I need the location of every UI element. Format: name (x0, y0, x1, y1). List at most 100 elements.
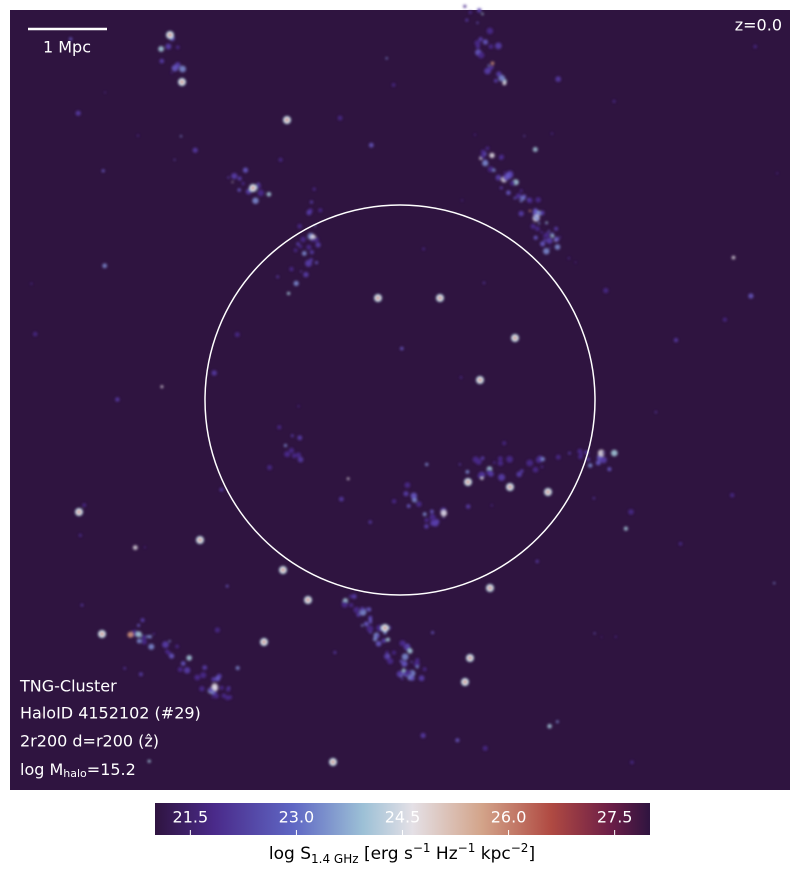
emission-blob (257, 189, 265, 197)
emission-blob (312, 187, 316, 191)
emission-blob (528, 209, 532, 212)
emission-blob (148, 643, 155, 650)
emission-blob (385, 650, 389, 654)
emission-blob (540, 465, 544, 469)
emission-blob (136, 638, 142, 644)
emission-blob (586, 457, 591, 462)
emission-blob (442, 516, 445, 519)
compact-core (383, 626, 387, 630)
emission-blob (495, 174, 502, 181)
emission-blob (533, 235, 538, 240)
emission-blob (600, 636, 603, 638)
compact-core (468, 656, 472, 660)
emission-blob (123, 667, 126, 670)
compact-core (251, 186, 255, 190)
emission-blob (401, 660, 408, 667)
emission-blob (147, 759, 151, 763)
emission-blob (520, 469, 524, 473)
emission-blob (295, 452, 302, 458)
emission-blob (183, 667, 191, 674)
compact-core (513, 336, 517, 340)
emission-blob (202, 665, 208, 670)
compact-core (168, 33, 172, 37)
map-background (10, 10, 790, 790)
emission-blob (415, 665, 419, 669)
emission-blob (227, 176, 230, 179)
label-part: log S (269, 844, 311, 864)
emission-blob (559, 236, 562, 239)
emission-blob (309, 258, 313, 262)
emission-blob (416, 501, 422, 507)
emission-blob (242, 167, 249, 173)
emission-blob (257, 182, 260, 185)
emission-blob (513, 197, 516, 200)
emission-blob (381, 638, 387, 643)
emission-blob (297, 435, 303, 441)
emission-blob (574, 261, 577, 264)
emission-blob (104, 91, 106, 94)
emission-blob (410, 492, 417, 499)
emission-blob (33, 331, 38, 337)
emission-blob (607, 467, 612, 472)
emission-blob (465, 18, 469, 22)
emission-blob (252, 197, 259, 204)
emission-blob (162, 641, 169, 648)
emission-blob (526, 459, 534, 467)
emission-blob (480, 456, 485, 461)
emission-blob (315, 242, 321, 248)
emission-blob (503, 171, 506, 174)
emission-blob (309, 200, 314, 204)
mass-text: log M (20, 760, 63, 779)
emission-blob (127, 631, 134, 638)
emission-blob (535, 197, 541, 203)
emission-blob (547, 723, 552, 729)
colorbar-tick-label: 23.0 (279, 808, 315, 827)
emission-blob (41, 714, 44, 716)
emission-blob (349, 594, 353, 599)
emission-blob (384, 653, 391, 660)
emission-blob (468, 10, 472, 14)
emission-blob (219, 487, 224, 492)
compact-core (478, 378, 482, 382)
emission-blob (175, 644, 179, 649)
emission-blob (519, 198, 523, 201)
emission-blob (519, 189, 523, 193)
compact-core (438, 296, 442, 300)
emission-blob (309, 250, 314, 255)
scale-label: 1 Mpc (43, 38, 91, 57)
emission-blob (392, 650, 396, 655)
emission-blob (480, 476, 484, 480)
emission-blob (152, 632, 155, 636)
emission-blob (290, 434, 294, 438)
emission-blob (401, 677, 404, 681)
emission-blob (293, 280, 299, 286)
emission-blob (211, 679, 214, 682)
emission-blob (368, 142, 374, 148)
mass-label: log Mhalo=15.2 (20, 760, 136, 781)
emission-blob (349, 603, 354, 608)
emission (30, 4, 779, 766)
emission-blob (207, 687, 214, 693)
emission-blob (339, 496, 344, 502)
emission-blob (554, 244, 561, 250)
emission-blob (506, 190, 511, 195)
compact-core (463, 680, 467, 684)
emission-blob (588, 463, 593, 468)
emission-blob (78, 533, 82, 538)
emission-blob (101, 169, 105, 173)
emission-blob (502, 81, 507, 86)
emission-blob (173, 158, 176, 161)
emission-blob (225, 687, 231, 692)
emission-blob (221, 693, 227, 698)
emission-blob (289, 266, 294, 272)
emission-blob (431, 631, 435, 635)
emission-blob (494, 78, 498, 83)
emission-blob (487, 64, 490, 67)
compact-core (285, 118, 289, 122)
emission-blob (497, 460, 504, 466)
compact-core (488, 586, 492, 590)
mass-value: =15.2 (87, 760, 136, 779)
emission-blob (540, 457, 546, 462)
emission-blob (368, 617, 373, 622)
emission-blob (498, 74, 506, 82)
